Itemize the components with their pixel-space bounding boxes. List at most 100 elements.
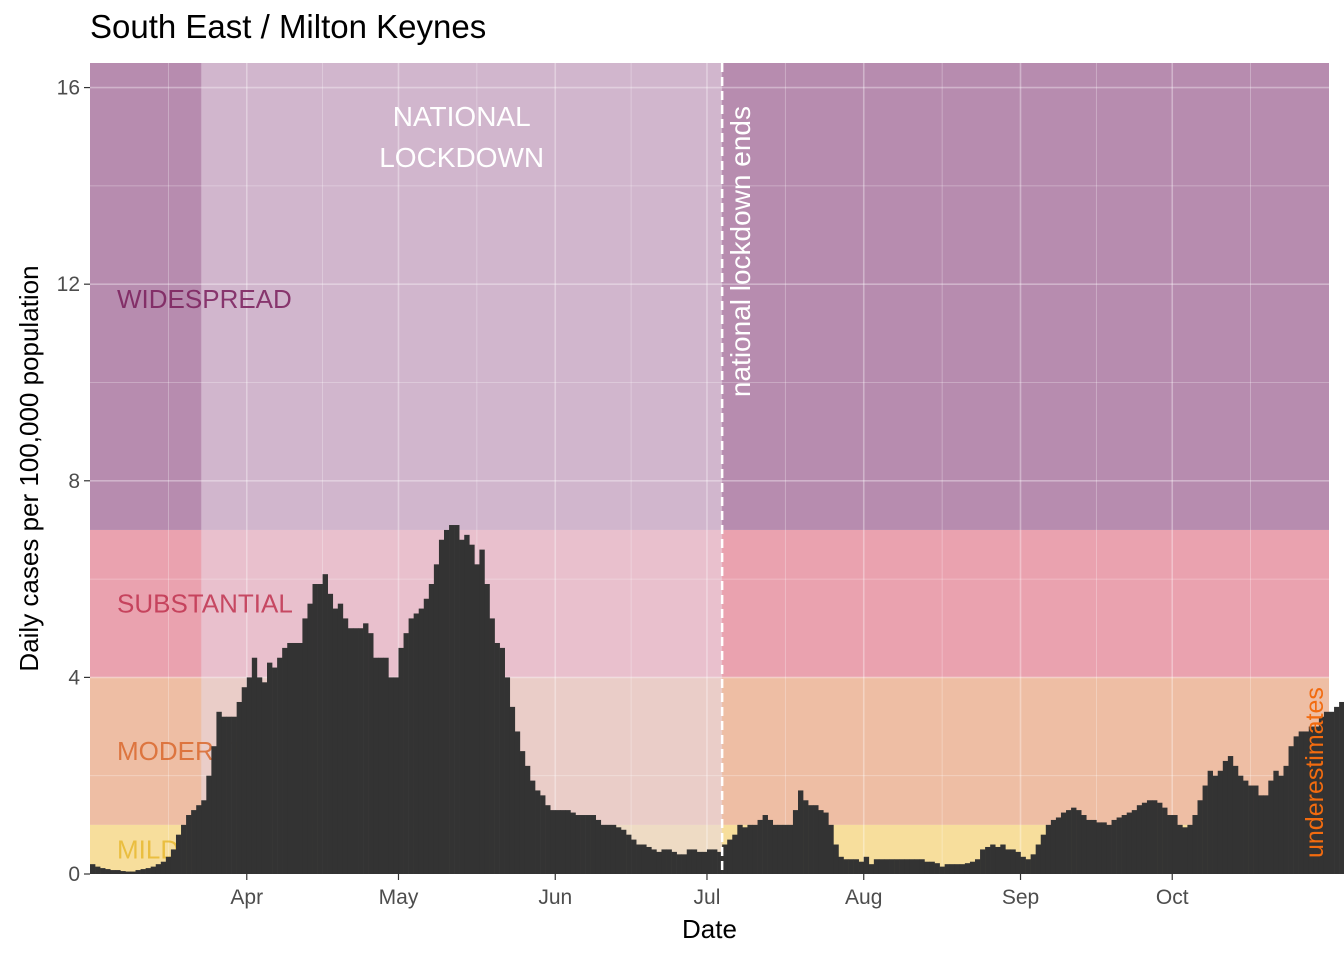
bar	[383, 657, 389, 874]
bar	[489, 618, 495, 874]
bar	[226, 716, 232, 874]
bar	[605, 824, 612, 874]
chart-title: South East / Milton Keynes	[90, 8, 487, 45]
bar	[803, 800, 809, 874]
y-tick-label: 8	[68, 470, 80, 493]
bar	[681, 854, 688, 874]
bar	[555, 810, 561, 874]
lockdown-label-line2: LOCKDOWN	[379, 142, 544, 173]
bar	[656, 851, 662, 874]
bar	[1263, 795, 1269, 874]
bar	[1237, 775, 1244, 874]
bar	[358, 628, 364, 874]
bar	[145, 868, 151, 874]
bar	[651, 849, 657, 874]
bar	[403, 633, 409, 874]
bar	[368, 633, 374, 874]
bar	[873, 859, 880, 874]
bar	[1182, 827, 1188, 874]
bar	[1232, 765, 1239, 874]
bar	[115, 870, 121, 874]
bar	[1116, 817, 1122, 874]
bar	[615, 827, 622, 874]
x-tick-label: Aug	[845, 886, 882, 909]
bar	[135, 870, 141, 874]
bar	[120, 871, 126, 874]
bar	[287, 642, 293, 874]
bar	[570, 812, 576, 874]
bar	[1136, 805, 1143, 874]
bar	[363, 623, 369, 874]
bar	[251, 657, 258, 874]
bar	[848, 859, 854, 874]
bar	[267, 662, 273, 874]
bar	[428, 584, 435, 874]
bar	[1035, 844, 1042, 874]
bar	[418, 608, 425, 874]
bar	[1025, 859, 1031, 874]
bar	[590, 815, 597, 874]
bar	[1071, 807, 1077, 874]
bar	[990, 844, 996, 874]
bar	[949, 864, 956, 874]
bar	[95, 866, 101, 874]
bar	[757, 819, 763, 874]
bar	[1152, 800, 1158, 874]
bar	[479, 549, 485, 874]
bar	[1015, 851, 1021, 874]
bar	[261, 682, 268, 874]
bar	[1323, 711, 1330, 874]
bar	[959, 864, 966, 874]
bar	[322, 574, 328, 874]
bar	[969, 861, 976, 874]
bar	[686, 849, 693, 874]
bar	[919, 859, 925, 874]
bar	[327, 593, 334, 874]
bar	[529, 780, 536, 874]
bar	[712, 849, 718, 874]
bar	[1157, 802, 1163, 874]
bar	[1243, 780, 1249, 874]
bar	[550, 810, 556, 874]
bar	[995, 846, 1001, 874]
bar	[929, 861, 935, 874]
bar	[170, 849, 177, 874]
bar	[717, 851, 723, 874]
bar	[1177, 824, 1183, 874]
bar	[231, 716, 237, 874]
bar	[975, 859, 981, 874]
x-tick-label: Jun	[538, 886, 572, 909]
bar	[509, 706, 516, 874]
bar	[1253, 785, 1259, 874]
bar	[580, 815, 586, 874]
x-tick-label: Apr	[230, 886, 263, 909]
bar	[221, 716, 227, 874]
bars	[90, 525, 1344, 874]
bar	[894, 859, 900, 874]
bar	[347, 628, 354, 874]
bar	[701, 851, 708, 874]
bar	[691, 849, 698, 874]
bar	[777, 824, 784, 874]
bar	[504, 677, 511, 874]
bar	[706, 849, 713, 874]
bar	[742, 827, 748, 874]
bar	[352, 628, 359, 874]
bar	[535, 790, 541, 874]
bar	[337, 603, 344, 874]
bar	[449, 525, 455, 874]
bar	[464, 534, 470, 874]
bar	[641, 844, 647, 874]
bar	[1273, 770, 1279, 874]
bar	[853, 859, 859, 874]
bar	[1066, 810, 1072, 874]
bar	[332, 608, 339, 874]
y-axis-title: Daily cases per 100,000 population	[14, 265, 44, 671]
bar	[1131, 810, 1138, 874]
bar	[307, 603, 313, 874]
bar	[883, 859, 890, 874]
bar	[540, 795, 546, 874]
bar	[964, 863, 971, 874]
x-tick-label: Oct	[1156, 886, 1189, 909]
bar	[1081, 815, 1087, 874]
